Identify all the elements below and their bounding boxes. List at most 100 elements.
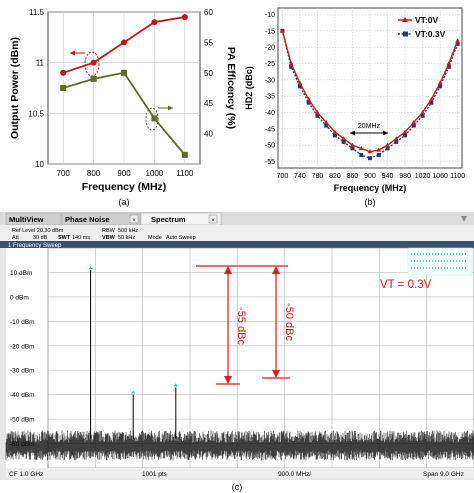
panel-b-x-ticks: 700 740 780 820 860 900 940 980 1020 1060 1100 bbox=[277, 173, 466, 180]
marker-readout bbox=[407, 247, 473, 276]
panel-b-x-tick-label: 900 bbox=[364, 173, 376, 180]
panel-b-y-tick-label: -35 bbox=[265, 94, 275, 101]
panel-a-power-point bbox=[151, 19, 158, 26]
panel-a-right-y-ticks: 40 45 50 55 60 bbox=[204, 8, 213, 139]
panel-a-efficiency-point bbox=[151, 115, 158, 122]
panel-b-x-tick-label: 820 bbox=[329, 173, 341, 180]
panel-b-vt0-point bbox=[411, 119, 417, 124]
panel-c-caption: (c) bbox=[232, 482, 243, 492]
spectrum-y-tick-label: -10 dBm bbox=[10, 319, 35, 326]
panel-b-vt0-point bbox=[455, 38, 460, 43]
spectrum-marker-icon bbox=[88, 266, 93, 269]
panel-a-right-y-tick-label: 40 bbox=[204, 130, 213, 139]
panel-b-bandwidth-right-head bbox=[383, 130, 388, 136]
spectrum-marker-icon bbox=[173, 383, 178, 387]
panel-a-eff-circle bbox=[145, 107, 159, 131]
panel-b-vt0-point bbox=[341, 136, 347, 141]
annotation-arrow-2-bottom-head bbox=[272, 370, 280, 378]
spectrum-y-tick-label: -40 dBm bbox=[10, 392, 35, 399]
panel-b-vt0-point bbox=[437, 80, 443, 85]
settings-rbw: RBW bbox=[102, 228, 116, 234]
footer-span: Span 9.0 GHz bbox=[423, 471, 464, 478]
panel-b-y-tick-label: -55 bbox=[265, 159, 275, 166]
panel-b-vt03-point bbox=[289, 64, 294, 69]
panel-a-right-y-tick-label: 50 bbox=[204, 69, 213, 78]
panel-b-vt03-point bbox=[376, 152, 381, 157]
panel-a-left-y-tick-label: 11 bbox=[36, 59, 45, 68]
annotation-dbc-50: -50 dBc bbox=[283, 303, 295, 341]
panel-b-y-tick-label: -45 bbox=[265, 126, 275, 133]
panel-b-vt0-point bbox=[376, 147, 382, 152]
tab-spectrum-close-icon[interactable] bbox=[208, 214, 218, 224]
panel-a-xlabel: Frequency (MHz) bbox=[82, 181, 167, 193]
panel-a-efficiency-point bbox=[121, 69, 127, 76]
legend-vt0-label: VT:0V bbox=[415, 15, 438, 25]
panel-b-y-tick-label: -40 bbox=[265, 110, 275, 117]
panel-b-vt03-point bbox=[411, 123, 416, 128]
panel-b-vt0-point bbox=[280, 28, 285, 33]
panel-b-x-tick-label: 780 bbox=[312, 173, 324, 180]
panel-a-x-ticks: 700 800 900 1000 1100 bbox=[57, 169, 194, 178]
settings-att-value: 30 dB bbox=[33, 235, 48, 241]
panel-b-x-tick-label: 940 bbox=[382, 173, 394, 180]
panel-a-left-y-tick-label: 10 bbox=[35, 160, 44, 169]
panel-a-power-point bbox=[60, 69, 67, 76]
panel-c: MultiView Phase Noise × Spectrum × Ref L… bbox=[0, 212, 474, 492]
panel-a-power-point bbox=[90, 59, 97, 66]
settings-ref-level: Ref Level 20.30 dBm bbox=[12, 228, 64, 234]
footer-center-frequency: CF 1.0 GHz bbox=[9, 471, 43, 478]
annotation-arrow-1-top-head bbox=[224, 266, 232, 274]
tab-phase-noise[interactable]: Phase Noise × bbox=[61, 212, 141, 226]
panel-a-efficiency-point bbox=[60, 85, 67, 91]
panel-b-y-tick-label: -20 bbox=[265, 45, 275, 52]
tab-phase-noise-close-icon[interactable] bbox=[129, 214, 139, 224]
spectrum-footer bbox=[6, 468, 474, 478]
panel-a-power-point bbox=[181, 14, 188, 21]
panel-a-series bbox=[60, 14, 188, 158]
tab-spectrum[interactable]: Spectrum × bbox=[140, 212, 222, 226]
panel-b-vt03-point bbox=[438, 84, 443, 89]
tab-overflow-chevron-icon[interactable] bbox=[461, 216, 467, 222]
panel-a-right-y-tick-label: 45 bbox=[204, 99, 213, 108]
panel-a-left-ylabel: Output Power (dBm) bbox=[9, 37, 21, 139]
panel-a: 700 800 900 1000 1100 10 10.5 11 11.5 40 45 50 55 6… bbox=[9, 8, 237, 207]
annotation-dbc-55: -55 dBc bbox=[235, 307, 247, 345]
spectrum-noise-floor bbox=[5, 430, 474, 461]
panel-b-vt0-point bbox=[306, 96, 311, 102]
annotation-arrow-2-top-head bbox=[272, 266, 280, 274]
panel-b: 700 740 780 820 860 900 940 980 1020 1060 1100 -10… bbox=[244, 7, 466, 207]
panel-b-grid bbox=[278, 8, 462, 168]
panel-b-x-tick-label: 1060 bbox=[432, 173, 448, 180]
panel-b-vt0-point bbox=[288, 61, 294, 66]
panel-b-vt0-point bbox=[350, 142, 355, 147]
panel-a-left-y-ticks: 10 10.5 11 11.5 bbox=[28, 8, 44, 169]
footer-points: 1001 pts bbox=[142, 471, 168, 478]
spectrum-y-tick-label: 10 dBm bbox=[10, 270, 32, 277]
spectrum-markers bbox=[88, 266, 178, 394]
tab-spectrum-label: Spectrum bbox=[151, 215, 186, 224]
panel-a-right-ylabel: PA Efficency (%) bbox=[225, 47, 237, 129]
panel-b-vt0-point bbox=[315, 109, 320, 115]
panel-a-right-y-tick-label: 60 bbox=[204, 8, 213, 17]
annotation-arrow-1-bottom-head bbox=[224, 376, 232, 384]
panel-b-vt03-point bbox=[332, 133, 337, 138]
tab-multiview[interactable]: MultiView bbox=[5, 212, 62, 226]
legend-vt0-marker bbox=[402, 17, 408, 22]
spectrum-marker-icon bbox=[131, 390, 136, 394]
tab-phase-noise-label: Phase Noise bbox=[65, 215, 110, 224]
settings-mode-value: Auto Sweep bbox=[166, 235, 196, 241]
panel-b-legend: VT:0V VT:0.3V bbox=[398, 15, 446, 39]
legend-vt03-marker bbox=[403, 31, 408, 37]
panel-a-x-tick-label: 900 bbox=[117, 169, 131, 178]
spectrum-trace bbox=[5, 270, 474, 461]
panel-b-y-ticks: -10 -15 -20 -25 -30 -35 -40 -45 -50 -55 bbox=[265, 12, 275, 166]
footer-span-per-div: 900.0 MHz/ bbox=[278, 471, 311, 478]
panel-a-efficiency-point bbox=[90, 75, 97, 82]
panel-b-y-tick-label: -15 bbox=[265, 28, 275, 35]
panel-b-vt03-point bbox=[429, 100, 434, 105]
panel-b-y-tick-label: -25 bbox=[265, 61, 275, 68]
legend-vt03-label: VT:0.3V bbox=[415, 29, 446, 39]
panel-b-series bbox=[280, 28, 460, 161]
panel-b-x-tick-label: 860 bbox=[347, 173, 359, 180]
